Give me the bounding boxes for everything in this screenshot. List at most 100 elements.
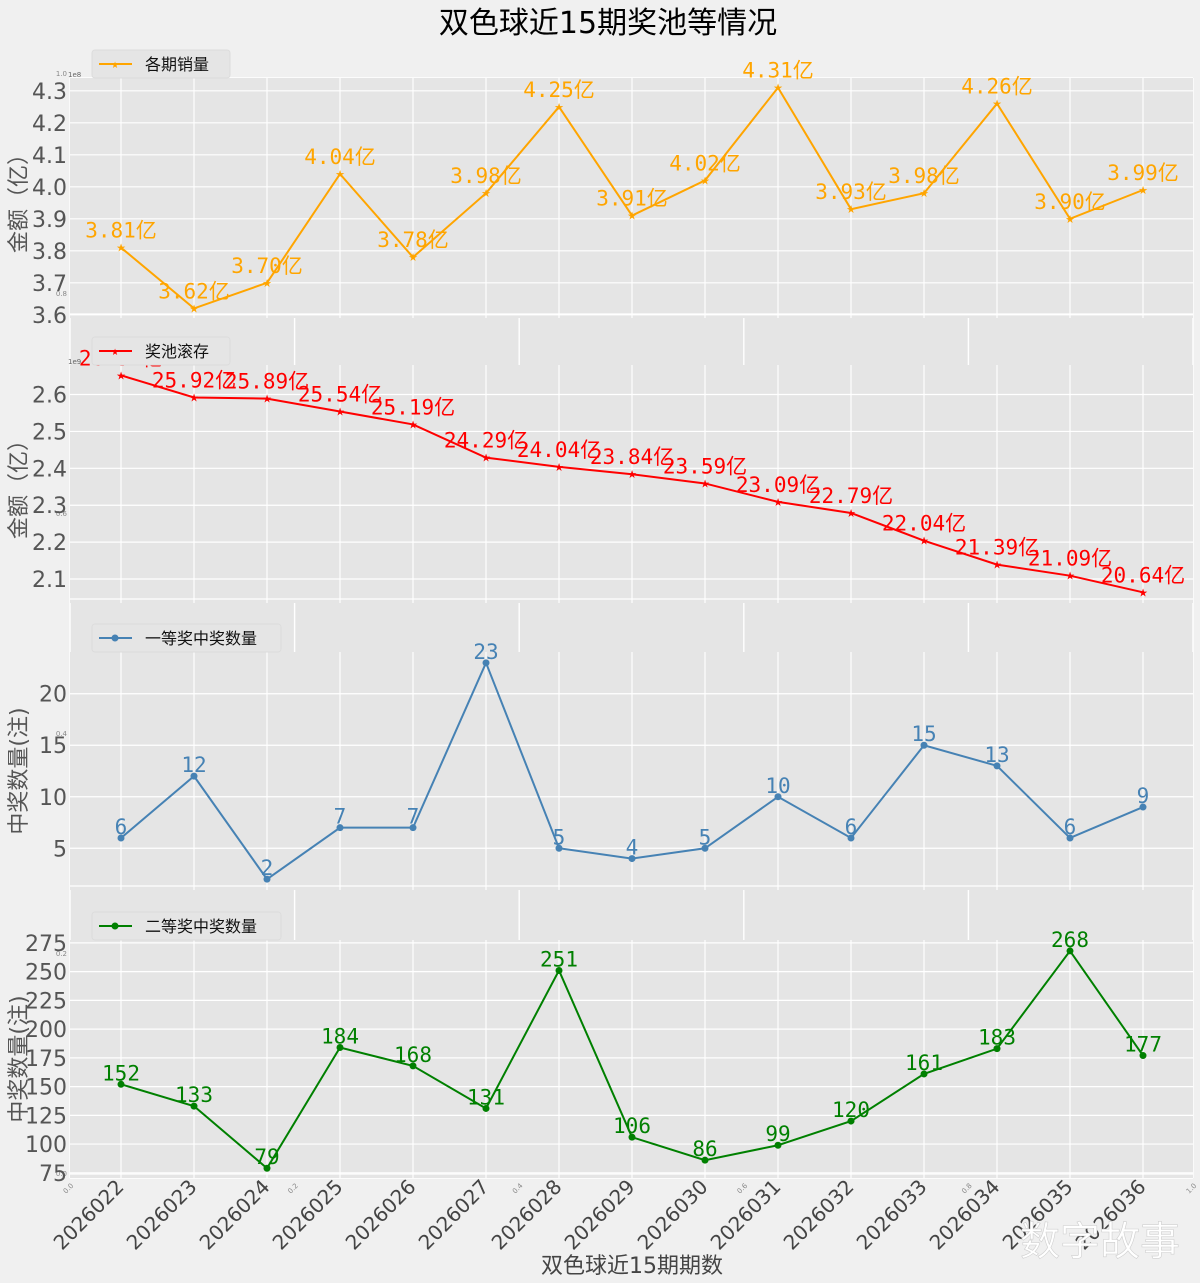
data-point: ★ <box>1065 570 1075 583</box>
ytick-label: 3.7 <box>32 272 67 297</box>
ytick-label: 4.2 <box>32 112 67 137</box>
legend-label: 各期销量 <box>145 55 209 74</box>
data-point: ★ <box>554 101 564 114</box>
data-point: ★ <box>700 174 710 187</box>
data-point: ★ <box>919 535 929 548</box>
data-label: 3.81亿 <box>85 219 157 243</box>
data-point <box>263 875 271 883</box>
data-label: 23 <box>473 640 498 664</box>
ytick-label: 3.8 <box>32 240 67 265</box>
y-axis-label: 金额（亿） <box>7 143 32 253</box>
ytick-label: 2.1 <box>32 568 67 593</box>
ytick-label: 125 <box>25 1104 67 1129</box>
data-point <box>993 1045 1001 1053</box>
data-point <box>701 1156 709 1164</box>
data-label: 20.64亿 <box>1101 563 1185 587</box>
ytick-label: 15 <box>39 734 67 759</box>
data-label: 22.04亿 <box>882 512 966 536</box>
background-ytick-label: 1.0 <box>56 70 67 78</box>
data-label: 23.09亿 <box>736 473 820 497</box>
ytick-label: 4.0 <box>32 176 67 201</box>
ytick-label: 75 <box>39 1162 67 1187</box>
subplot-first_prize: 5 10 15 20 中奖数量(注) 6 12 2 7 7 23 5 4 5 10 6 15 13 6 9 一等奖中奖数… <box>7 623 1193 890</box>
data-label: 6 <box>115 815 128 839</box>
data-point <box>482 659 490 667</box>
data-label: 183 <box>978 1026 1016 1050</box>
ytick-label: 100 <box>25 1133 67 1158</box>
data-label: 3.98亿 <box>450 164 522 188</box>
data-point <box>774 793 782 801</box>
data-label: 3.91亿 <box>596 187 668 211</box>
data-label: 25.92亿 <box>152 368 236 392</box>
grid <box>70 365 1193 603</box>
data-point <box>409 1062 417 1070</box>
data-label: 2 <box>261 856 274 880</box>
legend-label: 二等奖中奖数量 <box>145 917 257 936</box>
data-label: 4 <box>626 836 639 860</box>
data-label: 7 <box>407 805 420 829</box>
data-label: 120 <box>832 1098 870 1122</box>
data-point: ★ <box>992 559 1002 572</box>
chart-title: 双色球近15期奖池等情况 <box>439 6 777 41</box>
ytick-label: 175 <box>25 1047 67 1072</box>
data-point: ★ <box>262 277 272 290</box>
background-ytick-label: 0.4 <box>56 730 68 738</box>
data-point: ★ <box>700 477 710 490</box>
data-label: 24.04亿 <box>517 438 601 462</box>
watermark: 数字故事 <box>1020 1219 1180 1265</box>
data-point: ★ <box>335 405 345 418</box>
ytick-label: 2.4 <box>32 457 67 482</box>
data-point: ★ <box>627 210 637 223</box>
data-point <box>190 1102 198 1110</box>
legend-box <box>91 911 282 941</box>
data-label: 23.84亿 <box>590 445 674 469</box>
data-label: 25.89亿 <box>225 370 309 394</box>
data-point <box>993 762 1001 770</box>
data-point: ★ <box>846 203 856 216</box>
data-point <box>336 1044 344 1052</box>
data-label: 13 <box>984 743 1009 767</box>
legend-box <box>91 623 282 653</box>
legend-marker-icon: ★ <box>111 61 119 71</box>
data-point: ★ <box>189 302 199 315</box>
legend-marker-icon <box>111 634 119 642</box>
data-label: 3.93亿 <box>815 180 887 204</box>
data-label: 3.90亿 <box>1034 190 1106 214</box>
data-label: 5 <box>699 825 712 849</box>
data-point <box>1066 834 1074 842</box>
data-point <box>847 1117 855 1125</box>
legend-box <box>91 336 231 366</box>
data-label: 4.25亿 <box>523 78 595 102</box>
data-point: ★ <box>262 393 272 406</box>
ytick-label: 250 <box>25 961 67 986</box>
ytick-label: 5 <box>53 837 67 862</box>
data-point: ★ <box>408 418 418 431</box>
grid <box>70 78 1193 318</box>
data-point: ★ <box>116 242 126 255</box>
ytick-label: 150 <box>25 1076 67 1101</box>
data-point <box>190 772 198 780</box>
ytick-label: 2.6 <box>32 384 67 409</box>
ytick-label: 4.1 <box>32 144 67 169</box>
data-point: ★ <box>627 468 637 481</box>
y-axis-label: 中奖数量(注) <box>7 995 32 1122</box>
data-label: 21.09亿 <box>1028 547 1112 571</box>
data-label: 10 <box>765 774 790 798</box>
data-label: 133 <box>175 1083 213 1107</box>
ytick-label: 10 <box>39 786 67 811</box>
offset-text: 1e8 <box>68 71 81 79</box>
data-label: 5 <box>553 825 566 849</box>
data-point <box>555 966 563 974</box>
data-label: 161 <box>905 1051 943 1075</box>
data-point: ★ <box>1138 184 1148 197</box>
ytick-label: 200 <box>25 1018 67 1043</box>
data-label: 168 <box>394 1043 432 1067</box>
data-point: ★ <box>554 461 564 474</box>
legend-label: 一等奖中奖数量 <box>145 629 257 648</box>
data-label: 9 <box>1137 784 1150 808</box>
data-point <box>701 844 709 852</box>
data-point <box>628 855 636 863</box>
data-point <box>336 824 344 832</box>
